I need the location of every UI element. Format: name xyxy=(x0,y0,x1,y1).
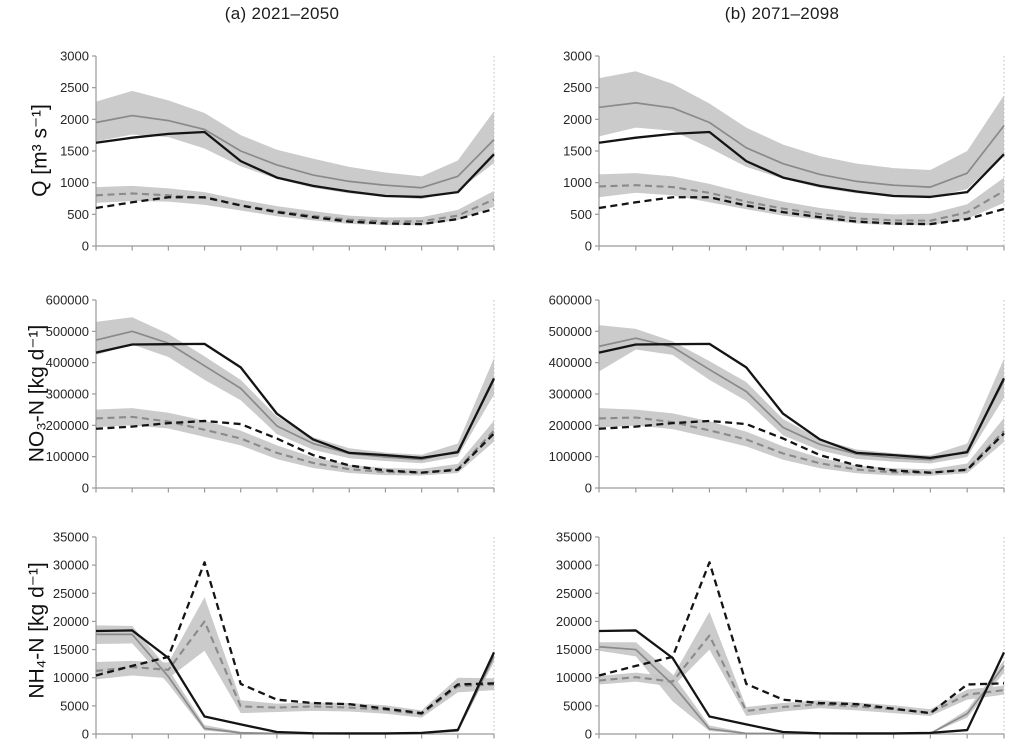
svg-text:30000: 30000 xyxy=(53,558,89,573)
svg-text:400000: 400000 xyxy=(46,355,89,370)
svg-text:200000: 200000 xyxy=(46,418,89,433)
svg-text:500: 500 xyxy=(570,207,592,222)
svg-text:2500: 2500 xyxy=(60,80,89,95)
svg-text:5000: 5000 xyxy=(563,698,592,713)
svg-text:300000: 300000 xyxy=(549,387,592,402)
svg-text:35000: 35000 xyxy=(53,530,89,545)
svg-text:2000: 2000 xyxy=(60,112,89,127)
svg-text:30000: 30000 xyxy=(556,558,592,573)
svg-text:10000: 10000 xyxy=(556,670,592,685)
svg-text:1500: 1500 xyxy=(60,144,89,159)
svg-text:10000: 10000 xyxy=(53,670,89,685)
svg-text:3000: 3000 xyxy=(563,49,592,64)
chart-panel-a-discharge: 0 500 1000 1500 2000 2500 3000 xyxy=(60,49,495,254)
svg-text:300000: 300000 xyxy=(46,387,89,402)
svg-text:2000: 2000 xyxy=(563,112,592,127)
svg-text:3000: 3000 xyxy=(60,49,89,64)
chart-panel-b-nitrate: 0 100000 200000 300000 400000 500000 600000 xyxy=(549,293,1006,496)
svg-text:600000: 600000 xyxy=(549,293,592,308)
svg-text:0: 0 xyxy=(585,239,592,254)
chart-panel-b-discharge: 0 500 1000 1500 2000 2500 3000 xyxy=(563,49,1005,254)
svg-text:15000: 15000 xyxy=(556,642,592,657)
svg-text:1000: 1000 xyxy=(563,175,592,190)
svg-text:200000: 200000 xyxy=(549,418,592,433)
svg-text:500000: 500000 xyxy=(46,324,89,339)
svg-text:100000: 100000 xyxy=(46,449,89,464)
svg-text:20000: 20000 xyxy=(556,614,592,629)
svg-text:400000: 400000 xyxy=(549,355,592,370)
svg-text:15000: 15000 xyxy=(53,642,89,657)
svg-text:600000: 600000 xyxy=(46,293,89,308)
svg-text:5000: 5000 xyxy=(60,698,89,713)
svg-text:35000: 35000 xyxy=(556,530,592,545)
svg-text:100000: 100000 xyxy=(549,449,592,464)
svg-text:0: 0 xyxy=(82,727,89,742)
chart-panel-b-ammonium: 0 5000 10000 15000 20000 25000 30000 35000 xyxy=(556,530,1006,742)
column-title-a: (a) 2021–2050 xyxy=(224,4,340,23)
chart-panel-a-ammonium: 0 5000 10000 15000 20000 25000 30000 35000 xyxy=(53,530,496,742)
svg-text:1500: 1500 xyxy=(563,144,592,159)
svg-text:0: 0 xyxy=(585,727,592,742)
svg-text:0: 0 xyxy=(585,481,592,496)
svg-text:25000: 25000 xyxy=(53,586,89,601)
chart-panel-a-nitrate: 0 100000 200000 300000 400000 500000 600000 xyxy=(46,293,496,496)
svg-text:0: 0 xyxy=(82,481,89,496)
svg-text:25000: 25000 xyxy=(556,586,592,601)
svg-text:500000: 500000 xyxy=(549,324,592,339)
svg-text:500: 500 xyxy=(67,207,89,222)
column-title-b: (b) 2071–2098 xyxy=(724,4,840,23)
svg-text:2500: 2500 xyxy=(563,80,592,95)
svg-text:1000: 1000 xyxy=(60,175,89,190)
svg-text:20000: 20000 xyxy=(53,614,89,629)
svg-text:0: 0 xyxy=(82,239,89,254)
